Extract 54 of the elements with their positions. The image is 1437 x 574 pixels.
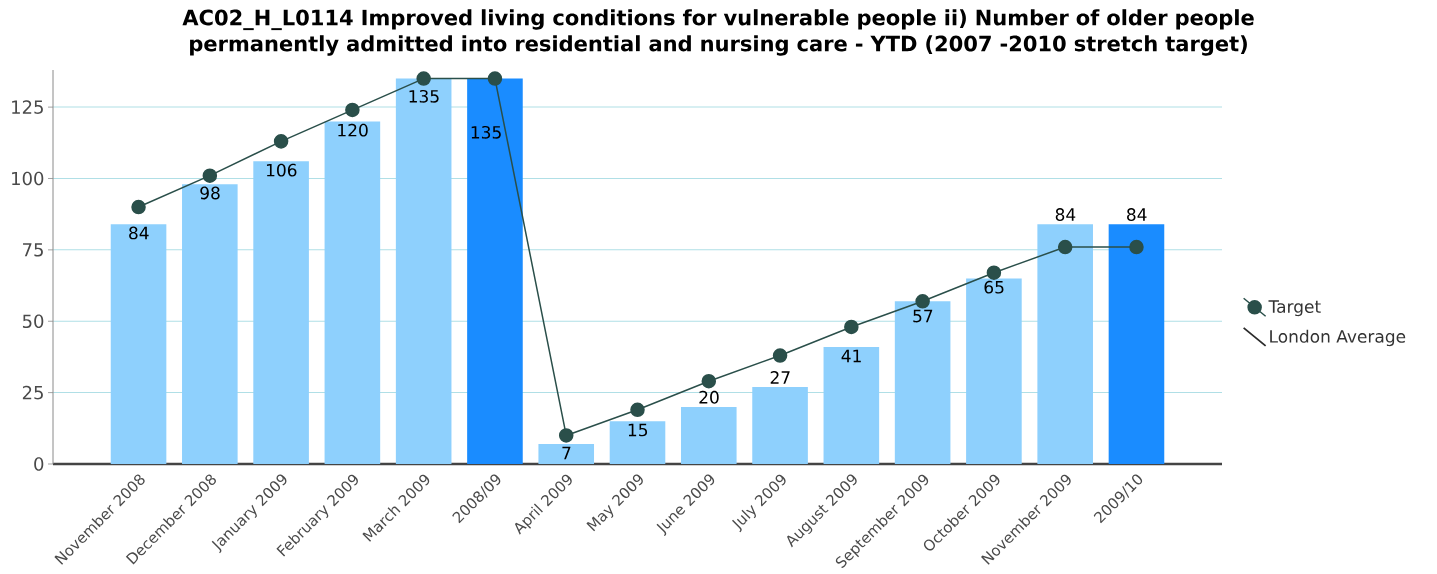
data-label: 135 — [409, 89, 439, 103]
legend-label: London Average — [1270, 329, 1406, 347]
y-tick-label: 100 — [12, 171, 44, 186]
data-label: 15 — [628, 423, 648, 437]
point — [131, 199, 146, 215]
point — [772, 348, 788, 363]
data-label: 120 — [338, 123, 368, 137]
data-label: 41 — [841, 349, 861, 363]
bar — [823, 346, 880, 464]
bar — [1108, 224, 1165, 464]
point — [915, 294, 930, 309]
bar — [609, 421, 666, 464]
bar — [894, 301, 951, 464]
bar — [1037, 224, 1093, 464]
data-label: 135 — [471, 125, 501, 139]
data-label: 7 — [562, 446, 571, 460]
y-tick-label: 125 — [12, 100, 43, 114]
bar — [182, 184, 238, 464]
bar — [110, 224, 167, 464]
point — [345, 102, 360, 118]
data-label: 65 — [984, 280, 1004, 294]
y-tick-label: 50 — [22, 314, 44, 329]
point — [1057, 239, 1073, 255]
data-label: 98 — [200, 186, 220, 200]
y-tick-label: 0 — [34, 457, 44, 471]
legend-label: Target — [1268, 300, 1321, 317]
data-label: 106 — [266, 163, 297, 177]
y-tick-label: 25 — [22, 385, 43, 400]
point — [844, 319, 859, 335]
data-label: 84 — [1055, 208, 1076, 221]
point — [1129, 239, 1144, 255]
chart-title: AC02_H_L0114 Improved living conditions for vulnerable people ii) Number of older people permanently admitted into residential and nursing care - YTD (2007 -2010 stretch target) — [182, 9, 1254, 56]
point — [273, 134, 289, 149]
data-label: 57 — [913, 309, 933, 323]
bar — [680, 406, 737, 464]
point — [416, 71, 431, 86]
data-label: 27 — [770, 371, 790, 384]
bar — [752, 386, 808, 464]
point — [986, 265, 1002, 280]
bar — [253, 161, 309, 464]
data-label: 20 — [699, 390, 719, 404]
bar — [966, 278, 1022, 464]
data-label: 84 — [129, 226, 149, 240]
point — [630, 402, 645, 418]
data-label: 84 — [1127, 208, 1147, 221]
bar — [538, 444, 595, 464]
bar — [467, 78, 523, 464]
bar — [324, 121, 381, 464]
point — [202, 168, 218, 183]
bar — [395, 78, 452, 464]
point — [701, 373, 717, 389]
y-tick-label: 75 — [23, 243, 43, 257]
point — [487, 71, 503, 86]
point — [558, 428, 574, 443]
